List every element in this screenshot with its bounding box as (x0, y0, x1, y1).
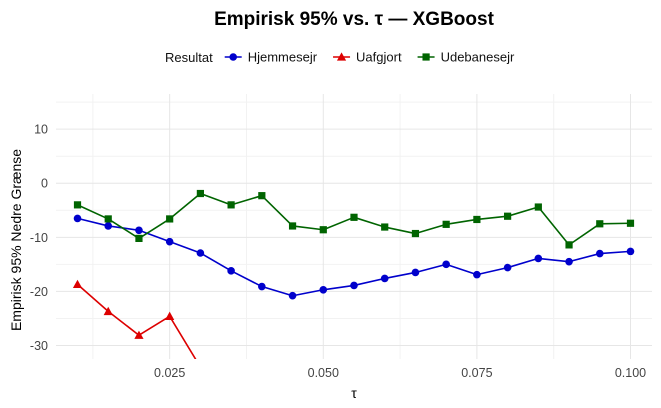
data-point-hjemmesejr (565, 257, 573, 266)
data-point-udebanesejr (565, 241, 573, 249)
y-tick-label: -20 (30, 285, 48, 299)
data-point-hjemmesejr (227, 267, 235, 275)
y-tick-label: -30 (30, 339, 48, 353)
data-point-udebanesejr (411, 229, 420, 238)
data-point-udebanesejr (442, 220, 450, 228)
series-line-uafgjort (76, 283, 197, 359)
series-layer (72, 189, 635, 371)
data-point-udebanesejr (258, 192, 266, 200)
data-point-udebanesejr (288, 222, 297, 230)
data-point-hjemmesejr (595, 249, 604, 258)
data-point-udebanesejr (504, 212, 512, 220)
grid (56, 94, 652, 359)
x-tick-label: 0.100 (615, 366, 646, 380)
data-point-udebanesejr (534, 203, 542, 211)
series-uafgjort (72, 279, 205, 371)
data-point-uafgjort (72, 279, 83, 289)
legend-item-uafgjort: Uafgjort (333, 50, 402, 65)
data-point-hjemmesejr (380, 274, 389, 283)
data-point-udebanesejr (227, 201, 235, 209)
legend-label: Uafgjort (356, 50, 402, 65)
data-point-hjemmesejr (350, 281, 358, 290)
y-axis-ticks: -30 -20 -10 0 10 (30, 123, 48, 353)
data-point-hjemmesejr (288, 291, 297, 300)
x-axis-ticks: 0.025 0.050 0.075 0.100 (154, 366, 646, 380)
data-point-hjemmesejr (196, 249, 205, 257)
data-point-udebanesejr (73, 201, 82, 209)
data-point-hjemmesejr (473, 270, 481, 279)
data-point-udebanesejr (626, 219, 635, 227)
y-tick-label: 0 (41, 177, 48, 191)
series-udebanesejr (73, 189, 635, 249)
data-point-hjemmesejr (104, 222, 113, 230)
data-point-uafgjort (165, 311, 175, 320)
legend-label: Hjemmesejr (248, 50, 318, 65)
data-point-udebanesejr (104, 215, 112, 223)
data-point-udebanesejr (196, 189, 204, 198)
data-point-udebanesejr (381, 223, 389, 231)
data-point-hjemmesejr (411, 268, 420, 277)
plot-area (56, 94, 652, 371)
data-point-hjemmesejr (319, 285, 328, 294)
legend-item-udebanesejr: Udebanesejr (417, 50, 515, 65)
data-point-hjemmesejr (258, 282, 266, 291)
data-point-udebanesejr (135, 234, 143, 242)
data-point-hjemmesejr (73, 214, 82, 223)
data-point-udebanesejr (596, 220, 604, 228)
legend-key-marker (229, 53, 238, 61)
legend: Resultat Hjemmesejr Uafgjort Udebanesejr (165, 50, 515, 66)
data-point-hjemmesejr (503, 263, 512, 272)
y-tick-label: -10 (30, 231, 48, 245)
x-tick-label: 0.050 (308, 366, 339, 380)
x-axis-title: τ (351, 385, 357, 401)
data-point-udebanesejr (350, 213, 358, 221)
data-point-uafgjort (103, 306, 113, 316)
data-point-hjemmesejr (165, 237, 174, 246)
legend-label: Udebanesejr (441, 50, 515, 65)
data-point-udebanesejr (473, 215, 481, 224)
legend-item-hjemmesejr: Hjemmesejr (224, 50, 318, 65)
data-point-udebanesejr (319, 226, 327, 234)
data-point-hjemmesejr (626, 247, 635, 256)
x-tick-label: 0.025 (154, 366, 185, 380)
data-point-udebanesejr (166, 215, 174, 223)
data-point-uafgjort (196, 363, 205, 371)
legend-title: Resultat (165, 50, 213, 65)
legend-key-marker (422, 53, 430, 61)
data-point-uafgjort (134, 330, 144, 339)
series-hjemmesejr (73, 214, 635, 300)
y-tick-label: 10 (34, 123, 48, 137)
legend-key-marker (336, 52, 347, 61)
data-point-hjemmesejr (534, 254, 543, 263)
x-tick-label: 0.075 (461, 366, 492, 380)
data-point-hjemmesejr (442, 260, 450, 269)
y-axis-title: Empirisk 95% Nedre Grænse (8, 149, 24, 331)
data-point-hjemmesejr (135, 226, 143, 235)
chart-title: Empirisk 95% vs. τ — XGBoost (214, 9, 495, 30)
